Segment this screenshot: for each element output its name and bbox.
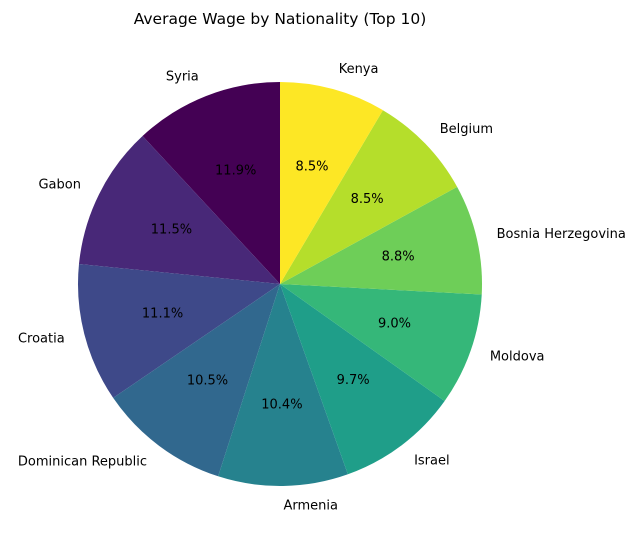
percentage-label-1: 11.5% [151,223,192,238]
category-label-1: Gabon [38,178,81,193]
percentage-label-7: 8.8% [382,249,415,264]
percentage-label-0: 11.9% [215,164,256,179]
pie-slice-5 [280,284,445,475]
category-label-9: Kenya [339,62,379,77]
category-label-3: Dominican Republic [18,455,147,470]
category-label-8: Belgium [440,122,493,137]
pie-slice-7 [280,186,483,295]
category-label-0: Syria [166,70,199,85]
percentage-label-8: 8.5% [351,192,384,207]
percentage-label-2: 11.1% [142,306,183,321]
pie-slice-9 [280,82,383,284]
pie-slice-2 [78,264,280,398]
category-label-2: Croatia [18,331,65,346]
pie-slice-0 [142,82,280,284]
pie-slice-3 [113,284,281,477]
pie-slices [78,82,483,487]
percentage-label-5: 9.7% [337,373,370,388]
percentage-label-4: 10.4% [261,398,302,413]
percentage-label-9: 8.5% [295,160,328,175]
category-label-7: Bosnia Herzegovina [497,227,626,242]
category-label-6: Moldova [490,350,545,365]
category-label-4: Armenia [283,499,338,514]
pie-slice-4 [218,284,348,487]
category-labels: Syria Gabon Croatia Dominican Republic Armen… [18,62,626,513]
chart-title: Average Wage by Nationality (Top 10) [134,10,427,28]
category-label-5: Israel [414,454,450,469]
pie-slice-6 [280,284,482,402]
percentage-labels: 11.9% 11.5% 11.1% 10.5% 10.4% 9.7% 9.0% 8.8% 8.5… [142,160,415,413]
percentage-label-3: 10.5% [187,374,228,389]
pie-slice-8 [280,110,458,284]
pie-slice-1 [78,135,281,284]
percentage-label-6: 9.0% [378,316,411,331]
